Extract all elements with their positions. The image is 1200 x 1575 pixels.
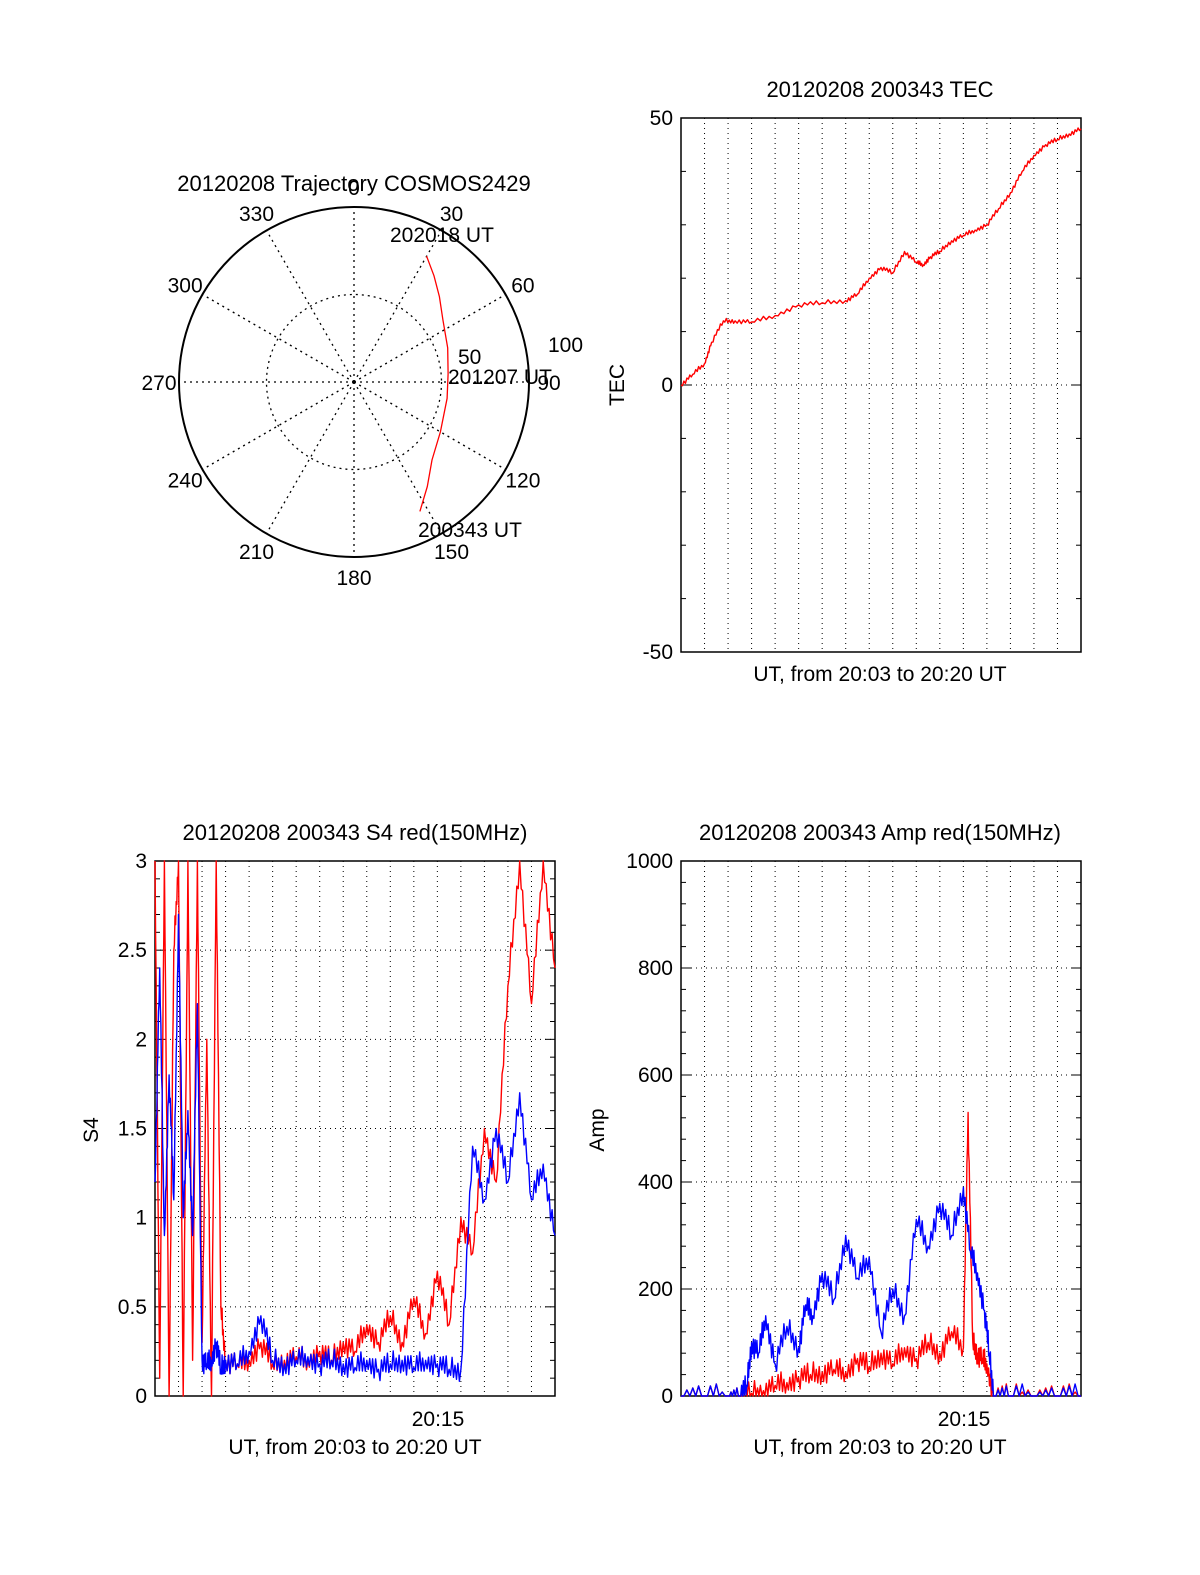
polar-azimuth-label: 180 <box>336 567 371 590</box>
polar-azimuth-label: 150 <box>434 541 469 564</box>
amp-grid <box>681 860 1081 1397</box>
polar-annotation-start-time: 200343 UT <box>418 519 522 542</box>
s4-y-tick-label: 2 <box>135 1028 147 1051</box>
polar-outer-circle <box>178 206 530 558</box>
s4-grid <box>155 860 555 1397</box>
polar-azimuth-label: 240 <box>168 470 203 493</box>
s4-y-tick-label: 1 <box>135 1207 147 1230</box>
s4-series-line-2 <box>154 913 556 1383</box>
tec-y-axis-label: TEC <box>606 364 629 406</box>
s4-series <box>154 860 556 1397</box>
polar-azimuth-label: 0 <box>348 177 360 200</box>
polar-grid-spoke <box>202 381 355 471</box>
amp-chart: 20120208 200343 Amp red(150MHz) 0 200 400 6… <box>586 820 1082 1459</box>
polar-grid-spoke <box>265 230 355 383</box>
polar-grid-spoke <box>353 293 506 383</box>
amp-chart-title: 20120208 200343 Amp red(150MHz) <box>699 820 1061 845</box>
polar-annotation-end-time: 202018 UT <box>390 224 494 247</box>
amp-series-line-2 <box>681 1186 1081 1397</box>
polar-azimuth-label: 330 <box>239 203 274 226</box>
polar-grid-spoke <box>265 381 355 534</box>
tec-y-tick-label: -50 <box>643 641 673 664</box>
polar-grid-spoke <box>202 293 355 383</box>
amp-x-tick-label: 20:15 <box>938 1408 991 1431</box>
amp-series-line-1 <box>681 1111 1081 1397</box>
amp-y-tick-label: 800 <box>638 957 673 980</box>
amp-x-axis-label: UT, from 20:03 to 20:20 UT <box>753 1436 1006 1459</box>
polar-chart-title: 20120208 Trajectory COSMOS2429 <box>177 171 530 196</box>
polar-azimuth-label: 300 <box>168 275 203 298</box>
polar-grid-ring <box>265 293 443 471</box>
amp-y-tick-label: 400 <box>638 1171 673 1194</box>
amp-y-tick-label: 200 <box>638 1278 673 1301</box>
amp-y-tick-label: 0 <box>661 1385 673 1408</box>
amp-series <box>681 1111 1081 1397</box>
s4-y-tick-label: 0 <box>135 1385 147 1408</box>
tec-series-line-1 <box>680 127 1082 387</box>
tec-y-tick-labels: -50 0 50 <box>643 107 673 664</box>
tec-y-tick-label: 50 <box>650 107 673 130</box>
s4-y-tick-label: 3 <box>135 850 147 873</box>
polar-grid-spoke <box>353 381 443 534</box>
polar-radial-label-100: 100 <box>548 334 583 357</box>
tec-x-axis-label: UT, from 20:03 to 20:20 UT <box>753 663 1006 686</box>
tec-grid <box>681 117 1081 653</box>
polar-azimuth-labels: 0 30 60 90 120 150 180 210 240 270 300 330 <box>141 177 560 590</box>
tec-chart-title: 20120208 200343 TEC <box>766 77 993 102</box>
amp-plot-frame <box>680 860 1082 1397</box>
s4-y-tick-label: 0.5 <box>118 1296 147 1319</box>
tec-y-tick-label: 0 <box>661 374 673 397</box>
s4-chart-title: 20120208 200343 S4 red(150MHz) <box>183 820 528 845</box>
polar-annotation-mid-time: 201207 UT <box>448 366 552 389</box>
polar-azimuth-label: 30 <box>440 203 463 226</box>
trajectory-polar-chart: 20120208 Trajectory COSMOS2429 0 30 60 90 12… <box>141 171 583 590</box>
polar-grid <box>179 207 529 557</box>
polar-azimuth-label: 90 <box>537 372 560 395</box>
amp-y-tick-label: 600 <box>638 1064 673 1087</box>
s4-y-tick-labels: 0 0.5 1 1.5 2 2.5 3 <box>118 850 147 1408</box>
polar-azimuth-label: 120 <box>505 470 540 493</box>
polar-azimuth-label: 210 <box>239 541 274 564</box>
amp-y-tick-labels: 0 200 400 600 800 1000 <box>626 850 673 1408</box>
tec-series <box>680 127 1082 387</box>
polar-azimuth-label: 270 <box>141 372 176 395</box>
s4-x-tick-label: 20:15 <box>412 1408 465 1431</box>
polar-radial-label-50: 50 <box>458 346 481 369</box>
s4-y-tick-label: 2.5 <box>118 939 147 962</box>
s4-plot-frame <box>154 860 556 1397</box>
amp-y-axis-label: Amp <box>586 1108 609 1151</box>
polar-grid-spoke <box>353 230 443 383</box>
polar-series <box>419 255 449 512</box>
polar-trajectory-line <box>419 255 449 512</box>
polar-azimuth-label: 60 <box>511 275 534 298</box>
polar-grid-spoke <box>353 381 506 471</box>
s4-chart: 20120208 200343 S4 red(150MHz) 0 0.5 1 1.5 2… <box>80 820 556 1459</box>
tec-chart: 20120208 200343 TEC -50 0 50 TEC UT, from … <box>606 77 1082 686</box>
amp-y-tick-label: 1000 <box>626 850 673 873</box>
s4-y-axis-label: S4 <box>80 1117 103 1143</box>
s4-x-axis-label: UT, from 20:03 to 20:20 UT <box>228 1436 481 1459</box>
s4-y-tick-label: 1.5 <box>118 1118 147 1141</box>
